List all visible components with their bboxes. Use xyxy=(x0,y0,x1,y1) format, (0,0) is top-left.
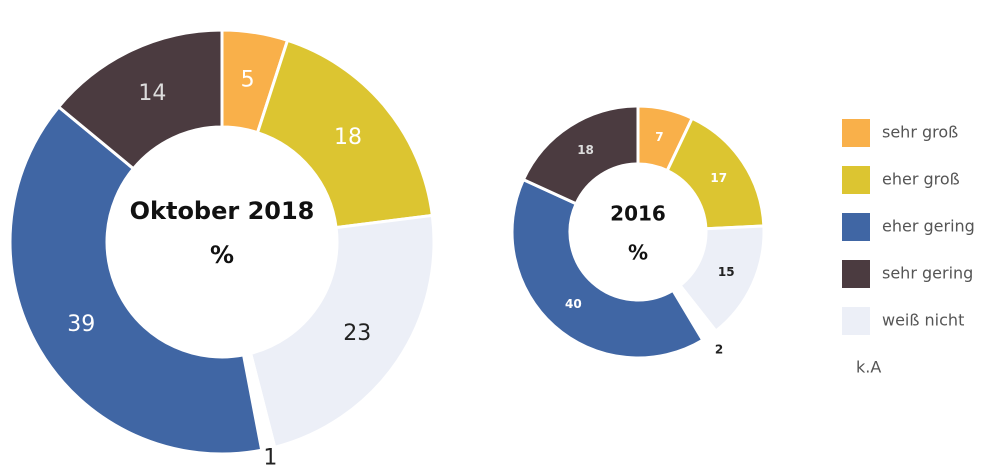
legend-swatch xyxy=(842,213,870,241)
legend-swatch xyxy=(842,307,870,335)
value-label: 2 xyxy=(715,342,723,356)
legend-label: eher gering xyxy=(882,217,975,236)
legend-swatch xyxy=(842,166,870,194)
value-label: 18 xyxy=(334,125,362,150)
donut-segment xyxy=(510,177,705,360)
value-label: 1 xyxy=(263,446,277,466)
chart-title: 2016 xyxy=(610,202,666,226)
legend-label: sehr gering xyxy=(882,264,973,283)
value-label: 15 xyxy=(718,265,735,279)
legend-label: k.A xyxy=(856,358,881,377)
value-label: 7 xyxy=(655,130,663,144)
legend-label: sehr groß xyxy=(882,123,958,142)
legend-label: weiß nicht xyxy=(882,311,964,330)
legend-swatch xyxy=(842,260,870,288)
value-label: 39 xyxy=(67,312,95,337)
value-label: 40 xyxy=(565,297,582,311)
chart-subtitle: % xyxy=(210,241,234,269)
value-label: 18 xyxy=(577,143,594,157)
value-label: 17 xyxy=(710,171,727,185)
donut-segment xyxy=(248,213,436,450)
chart-title: Oktober 2018 xyxy=(130,197,315,225)
value-label: 23 xyxy=(343,321,371,346)
legend-label: eher groß xyxy=(882,170,960,189)
donut-segment xyxy=(255,38,435,230)
donut-segment xyxy=(521,104,640,206)
value-label: 5 xyxy=(241,68,255,93)
donut-segment xyxy=(8,104,264,456)
donut-segment xyxy=(56,28,224,171)
value-label: 14 xyxy=(138,81,166,106)
chart-subtitle: % xyxy=(628,241,648,265)
legend-swatch xyxy=(842,119,870,147)
